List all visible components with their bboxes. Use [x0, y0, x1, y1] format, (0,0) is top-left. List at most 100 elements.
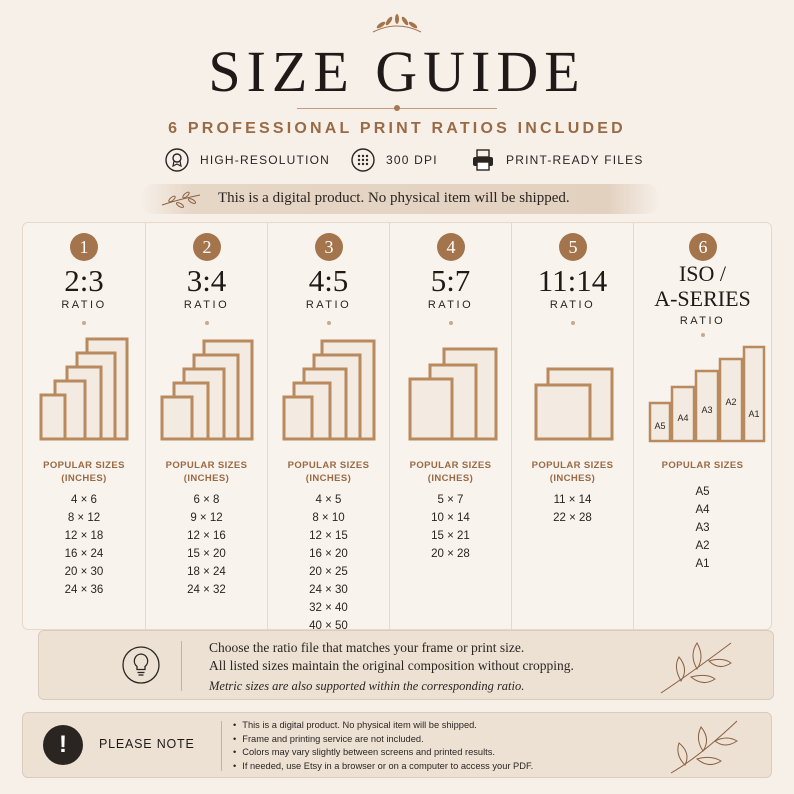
- popular-sizes-label: POPULAR SIZES: [287, 460, 370, 471]
- ratio-number-badge: 4: [437, 233, 465, 261]
- size-item: A5: [695, 486, 710, 498]
- page-subtitle: 6 PROFESSIONAL PRINT RATIOS INCLUDED: [168, 120, 626, 137]
- size-item: A3: [695, 522, 710, 534]
- leaf-branch-icon: [670, 720, 738, 774]
- feature-label: HIGH-RESOLUTION: [200, 153, 331, 167]
- ratio-number-badge: 3: [315, 233, 343, 261]
- frame-label: A4: [677, 413, 688, 423]
- frame-label: A2: [725, 397, 736, 407]
- column-divider-dot: [449, 321, 453, 325]
- ratio-number-badge: 5: [559, 233, 587, 261]
- size-item: 9 × 12: [190, 512, 223, 524]
- size-item: 12 × 15: [309, 530, 348, 542]
- info-line-2: All listed sizes maintain the original c…: [209, 658, 574, 673]
- popular-sizes-label: POPULAR SIZES: [165, 460, 248, 471]
- ratio-column-3-4: 2 3:4 RATIO POPULAR SIZES (INCHES) 6 × 8…: [145, 223, 267, 631]
- frame-label: A1: [748, 409, 759, 419]
- note-item: If needed, use Etsy in a browser or on a…: [233, 760, 533, 774]
- ratio-label: RATIO: [305, 299, 352, 311]
- ratio-number-badge: 6: [689, 233, 717, 261]
- ratio-label: RATIO: [183, 299, 230, 311]
- info-line-1: Choose the ratio file that matches your …: [209, 640, 525, 655]
- leaf-branch-icon: [660, 642, 732, 694]
- size-item: 6 × 8: [193, 494, 220, 506]
- size-item: 5 × 7: [437, 494, 464, 506]
- size-item: 22 × 28: [553, 512, 592, 524]
- size-list: A5 A4 A3 A2 A1: [634, 483, 771, 573]
- size-item: 4 × 5: [315, 494, 342, 506]
- note-divider: [221, 721, 222, 771]
- feature-print-ready: PRINT-READY FILES: [470, 146, 644, 174]
- feature-dpi: 300 DPI: [350, 146, 438, 174]
- frames-illustration: A5 A4 A3 A2 A1: [648, 345, 766, 443]
- frames-illustration: [39, 337, 129, 441]
- size-list: 11 × 14 22 × 28: [512, 491, 633, 527]
- ratio-value: 3:4: [186, 263, 227, 298]
- printer-icon: [473, 149, 493, 171]
- frames-illustration: [408, 347, 498, 441]
- ratio-table: 1 2:3 RATIO POPULAR SIZES (INCHES) 4 × 6…: [22, 222, 772, 632]
- info-divider: [181, 641, 182, 691]
- inches-label: (INCHES): [305, 473, 352, 484]
- leaf-sprig-icon: [161, 191, 201, 208]
- size-item: 8 × 12: [67, 512, 101, 524]
- ratio-value-line2: A-SERIES: [654, 286, 751, 311]
- size-item: 15 × 21: [431, 530, 470, 542]
- size-item: A4: [695, 504, 710, 516]
- lightbulb-icon: [122, 646, 160, 684]
- note-title: PLEASE NOTE: [99, 737, 195, 751]
- ratio-column-iso-a-series: 6 ISO / A-SERIES RATIO A5 A4 A3 A2 A1 PO…: [633, 223, 771, 631]
- size-list: 4 × 5 8 × 10 12 × 15 16 × 20 20 × 25 24 …: [268, 491, 389, 635]
- note-item: This is a digital product. No physical i…: [233, 719, 533, 733]
- popular-sizes-label: POPULAR SIZES: [409, 460, 492, 471]
- size-item: 12 × 18: [64, 530, 104, 542]
- ratio-value: 2:3: [64, 263, 104, 298]
- laurel-sprig-icon: [372, 14, 422, 33]
- ratio-value: 4:5: [308, 263, 349, 298]
- note-item: Colors may vary slightly between screens…: [233, 746, 533, 760]
- size-list: 4 × 6 8 × 12 12 × 18 16 × 24 20 × 30 24 …: [23, 491, 145, 599]
- ratio-label: RATIO: [61, 299, 107, 311]
- size-item: A1: [695, 558, 710, 570]
- size-item: 12 × 16: [187, 530, 226, 542]
- title-divider-dot: [394, 105, 400, 111]
- ratio-number-badge: 2: [193, 233, 221, 261]
- popular-sizes-label: POPULAR SIZES: [531, 460, 614, 471]
- size-item: 20 × 30: [64, 566, 104, 578]
- size-item: 15 × 20: [187, 548, 226, 560]
- size-item: 24 × 32: [187, 584, 226, 596]
- size-item: A2: [695, 540, 710, 552]
- inches-label: (INCHES): [183, 473, 230, 484]
- frame-label: A3: [701, 405, 712, 415]
- note-item: Frame and printing service are not inclu…: [233, 733, 533, 747]
- size-item: 11 × 14: [553, 494, 592, 506]
- ratio-column-11-14: 5 11:14 RATIO POPULAR SIZES (INCHES) 11 …: [511, 223, 633, 631]
- size-item: 20 × 25: [309, 566, 348, 578]
- size-item: 20 × 28: [431, 548, 470, 560]
- page-title: SIZE GUIDE: [208, 39, 586, 104]
- ratio-value: 5:7: [430, 263, 471, 298]
- column-divider-dot: [205, 321, 209, 325]
- digital-product-banner: [140, 184, 660, 214]
- column-divider-dot: [327, 321, 331, 325]
- ratio-column-2-3: 1 2:3 RATIO POPULAR SIZES (INCHES) 4 × 6…: [23, 223, 145, 631]
- column-divider-dot: [82, 321, 86, 325]
- inches-label: (INCHES): [61, 473, 107, 484]
- ratio-number-badge: 1: [70, 233, 98, 261]
- popular-sizes-label: POPULAR SIZES: [43, 460, 125, 471]
- column-divider-dot: [571, 321, 575, 325]
- info-panel: Choose the ratio file that matches your …: [38, 630, 774, 700]
- feature-label: 300 DPI: [386, 153, 438, 167]
- feature-high-resolution: HIGH-RESOLUTION: [164, 146, 330, 174]
- ratio-label: RATIO: [549, 299, 596, 311]
- frames-illustration: [534, 367, 614, 441]
- size-item: 24 × 30: [309, 584, 348, 596]
- size-list: 6 × 8 9 × 12 12 × 16 15 × 20 18 × 24 24 …: [146, 491, 267, 599]
- ratio-column-4-5: 3 4:5 RATIO POPULAR SIZES (INCHES) 4 × 5…: [267, 223, 389, 632]
- inches-label: (INCHES): [549, 473, 596, 484]
- size-item-highlighted: 40 × 50: [309, 620, 348, 632]
- frame-label: A5: [654, 421, 665, 431]
- banner-text: This is a digital product. No physical i…: [218, 190, 570, 206]
- inches-label: (INCHES): [427, 473, 474, 484]
- size-item: 16 × 20: [309, 548, 348, 560]
